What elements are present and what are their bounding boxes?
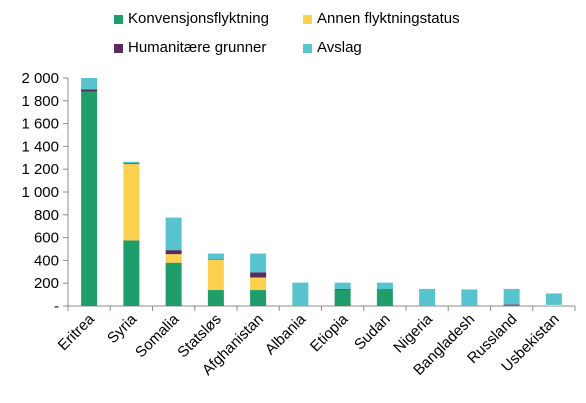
legend-item-konvensjonsflyktning: Konvensjonsflyktning (114, 10, 269, 28)
legend-swatch-avslag (303, 43, 312, 53)
legend-label: Annen flyktningstatus (317, 10, 460, 27)
bar-segment-humanitære-grunner (334, 288, 351, 290)
bar-segment-avslag (165, 217, 182, 251)
bar-segment-annen-flyktningstatus (545, 304, 562, 306)
x-tick-label: Albania (262, 310, 310, 358)
y-tick-label: 1 800 (21, 93, 59, 110)
bar-segment-annen-flyktningstatus (207, 259, 224, 291)
x-tick-label: Etiopia (307, 310, 352, 355)
bar-segment-avslag (334, 282, 351, 289)
bar-segment-konvensjonsflyktning (207, 290, 224, 306)
bar-segment-konvensjonsflyktning (250, 290, 267, 306)
bar-segment-konvensjonsflyktning (376, 290, 393, 306)
y-tick-label: 1 000 (21, 184, 59, 201)
bar-segment-avslag (207, 253, 224, 260)
bar-segment-humanitære-grunner (81, 89, 98, 92)
legend-label: Humanitære grunner (128, 39, 267, 56)
legend-label: Avslag (317, 39, 362, 56)
bar-segment-humanitære-grunner (503, 304, 520, 305)
bar-segment-avslag (461, 289, 478, 306)
bar-segment-humanitære-grunner (165, 250, 182, 255)
y-tick-label: 1 400 (21, 138, 59, 155)
bar-segment-annen-flyktningstatus (250, 277, 267, 291)
x-tick-label: Eritrea (55, 310, 99, 354)
x-tick-label: Somalia (132, 310, 183, 361)
legend-item-avslag: Avslag (303, 39, 362, 57)
y-tick-label: 1 200 (21, 161, 59, 178)
bar-segment-humanitære-grunner (123, 163, 140, 165)
legend-swatch-annen-flyktningstatus (303, 14, 312, 24)
y-tick-label: 200 (34, 275, 59, 292)
legend-swatch-humanitaere-grunner (114, 43, 123, 53)
bar-segment-humanitære-grunner (207, 259, 224, 260)
bar-segment-avslag (123, 161, 140, 164)
legend-swatch-konvensjonsflyktning (114, 14, 123, 24)
y-tick-label: 2 000 (21, 70, 59, 87)
bar-segment-avslag (376, 282, 393, 290)
x-tick-label: Sudan (351, 311, 394, 354)
y-tick-label: 600 (34, 230, 59, 247)
y-tick-label: 800 (34, 207, 59, 224)
bar-segment-humanitære-grunner (250, 272, 267, 278)
y-tick-label: 1 600 (21, 116, 59, 133)
bar-segment-avslag (419, 288, 436, 306)
bar-segment-konvensjonsflyktning (334, 289, 351, 306)
x-tick-label: Syria (104, 310, 141, 347)
bar-segment-konvensjonsflyktning (503, 304, 520, 306)
bar-segment-avslag (292, 282, 309, 306)
bar-segment-konvensjonsflyktning (123, 240, 140, 306)
bar-segment-avslag (503, 288, 520, 305)
y-tick-label: 400 (34, 252, 59, 269)
y-tick-label: - (54, 298, 59, 315)
bar-segment-konvensjonsflyktning (81, 91, 98, 307)
bar-segment-annen-flyktningstatus (123, 164, 140, 241)
legend-item-humanitaere-grunner: Humanitære grunner (114, 39, 266, 57)
bar-segment-konvensjonsflyktning (165, 262, 182, 306)
bar-segment-humanitære-grunner (376, 289, 393, 291)
bar-segment-annen-flyktningstatus (165, 254, 182, 263)
bar-segment-avslag (81, 78, 98, 90)
legend-item-annen-flyktningstatus: Annen flyktningstatus (303, 10, 460, 28)
legend-label: Konvensjonsflyktning (128, 10, 269, 27)
bar-segment-avslag (545, 293, 562, 305)
bar-segment-avslag (250, 253, 267, 273)
